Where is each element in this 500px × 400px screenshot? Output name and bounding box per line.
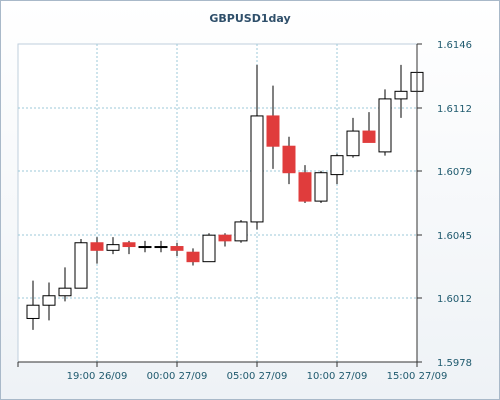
candle-body-down	[266, 115, 280, 147]
candle-body-down	[186, 251, 200, 263]
candle-body-up	[314, 172, 328, 202]
candle-body-up	[346, 130, 360, 157]
candle-body-down	[218, 234, 232, 242]
y-tick-label: 1.6045	[437, 231, 472, 242]
axes: 1.6146 1.6112 1.6079 1.6045 1.6012 1.5978 19:0…	[17, 40, 472, 382]
candle-body-up	[394, 90, 408, 100]
x-tick-label: 19:00 26/09	[67, 371, 128, 382]
candle-body-up	[202, 234, 216, 263]
y-tick-label: 1.6012	[437, 294, 472, 305]
candle-body-down	[362, 130, 376, 143]
candle-body-up	[250, 115, 264, 223]
candle-body-up	[138, 246, 152, 249]
candle-body-up	[154, 246, 168, 249]
y-tick-label: 1.6146	[437, 40, 472, 51]
candle-body-up	[378, 98, 392, 153]
candle-body-down	[90, 242, 104, 251]
candles	[26, 59, 424, 330]
candle-body-up	[106, 244, 120, 251]
x-tick-label: 10:00 27/09	[307, 371, 368, 382]
candle-body-up	[330, 155, 344, 176]
candle-body-up	[58, 287, 72, 297]
x-tick-label: 05:00 27/09	[227, 371, 288, 382]
y-tick-label: 1.6112	[437, 104, 472, 115]
plot-area	[17, 43, 418, 363]
grid	[18, 44, 417, 362]
x-tick-label: 15:00 27/09	[387, 371, 448, 382]
y-tick-label: 1.5978	[437, 358, 472, 369]
candle-body-up	[42, 295, 56, 306]
candle-body-up	[74, 242, 88, 289]
candle-body-down	[122, 242, 136, 248]
candle-body-up	[26, 304, 40, 319]
candle-body-up	[234, 221, 248, 242]
chart-title: GBPUSD1day	[209, 12, 290, 25]
candle-body-down	[282, 145, 296, 174]
x-tick-label: 00:00 27/09	[147, 371, 208, 382]
candle-body-down	[170, 246, 184, 251]
y-tick-label: 1.6079	[437, 167, 472, 178]
candle-body-down	[298, 172, 312, 202]
